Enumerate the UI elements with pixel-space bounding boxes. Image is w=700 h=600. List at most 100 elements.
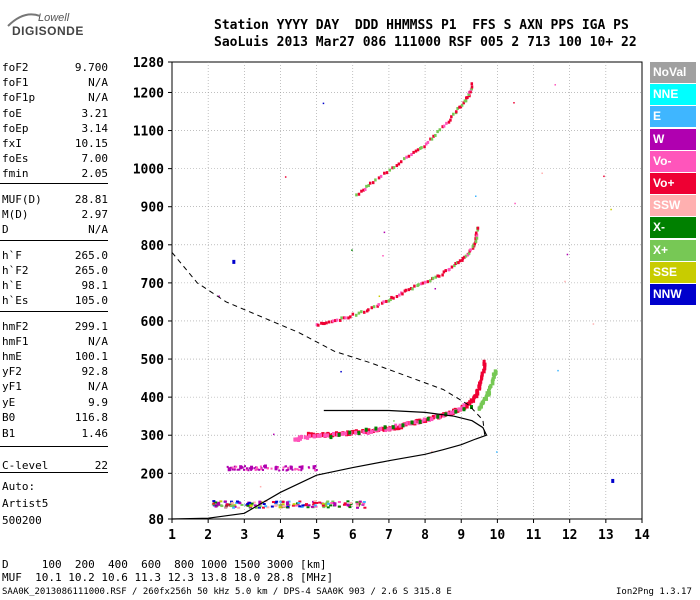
multihop-point [372,305,376,309]
param-value: N/A [88,335,108,348]
multihop-point [405,155,408,159]
echo-dot [434,287,437,290]
echo-dot [242,468,245,471]
trace-point-x [479,403,483,408]
multihop-point [334,319,337,323]
param-row-fxi: fxI 10.15 [2,136,108,151]
multihop-point [429,137,432,141]
plot-frame [171,61,643,520]
param-label: foF1p [2,91,36,104]
multihop-point [448,267,451,271]
param-value: N/A [88,223,108,236]
echo-dot [282,505,286,508]
multihop-point [325,321,328,325]
param-value: 28.81 [74,193,108,206]
echo-dot [326,502,330,505]
multihop-point [426,140,430,144]
chart-noise [211,84,612,509]
legend-item-sse: SSE [650,261,696,283]
echo-dot [256,467,259,470]
trace-point-x [462,407,466,412]
multihop-point [402,157,406,161]
echo-dot [284,465,287,468]
param-row-fof1: foF1 N/A [2,75,108,90]
chart-curves [171,252,488,520]
x-tick-label: 14 [634,528,650,543]
multihop-point [354,313,358,317]
trace-point-vo [321,432,325,437]
y-tick-label: 900 [141,201,165,216]
trace-point-x [487,389,491,394]
echo-dot [297,501,301,504]
multihop-point [438,128,442,132]
multihop-point [379,174,383,178]
echo-dot [541,172,543,175]
echo-dot [378,295,381,298]
echo-dot [246,504,250,507]
multihop-point [469,90,472,94]
echo-dot [282,468,285,471]
trace-point-vo [482,359,486,364]
echo-dot [315,468,318,471]
trace-point-w [258,500,262,505]
multihop-point [401,292,404,296]
param-label: yF1 [2,380,22,393]
echo-dot [232,506,236,509]
multihop-point [391,166,394,170]
trace-point-x [418,419,422,424]
multihop-point [445,121,448,125]
param-row-fof2: foF2 9.700 [2,60,108,75]
echo-dot [218,295,220,297]
echo-dot [235,501,239,504]
trace-point-vo [479,379,483,384]
true-height-profile [171,409,488,520]
param-row-hmf2: hmF2 299.1 [2,319,108,334]
param-row-yf1: yF1 N/A [2,379,108,394]
multihop-point [429,279,432,283]
echo-dot [343,502,347,505]
echo-dot [312,503,316,506]
param-label: fxI [2,137,22,150]
echo-dot [300,469,303,472]
trace-point-x [489,383,493,388]
legend-item-nne: NNE [650,84,696,106]
x-tick-label: 2 [204,528,212,543]
multihop-point [458,105,461,109]
echo-dot [304,504,308,507]
echo-dot [301,504,305,507]
trace-point-x [469,405,473,410]
echo-dot [231,466,234,469]
multihop-point [399,160,403,164]
multihop-point [441,125,444,129]
multihop-point [419,282,423,286]
echo-dot [235,500,239,503]
trace-point-x [436,414,440,419]
trace-point-vo [331,431,335,436]
y-tick-label: 300 [141,429,165,444]
param-value: 9.9 [88,396,108,409]
echo-dot [554,84,556,86]
echo-dot [564,280,566,283]
echo-dot [355,504,359,507]
echo-dot [257,506,261,509]
x-tick-label: 13 [598,528,614,543]
trace-point-vo [469,398,473,403]
echo-dot [285,506,289,509]
multihop-point [434,133,437,137]
y-tick-label: 500 [141,353,165,368]
trace-point-x [484,395,488,400]
distance-row: D 100 200 400 600 800 1000 1500 3000 [km… [2,558,327,571]
echo-dot [610,208,612,211]
multihop-point [335,318,339,322]
echo-dot [253,504,257,507]
trace-point-x [491,372,495,377]
echo-dot [363,506,367,509]
echo-dot [278,506,282,509]
echo-dot [287,466,290,469]
echo-dot [361,503,365,506]
logo-digisonde: DIGISONDE [12,24,84,38]
trace-point-x [383,425,387,430]
param-label: h`Es [2,294,29,307]
multihop-point [469,248,472,252]
header-columns: Station YYYY DAY DDD HHMMSS P1 FFS S AXN… [214,18,629,33]
